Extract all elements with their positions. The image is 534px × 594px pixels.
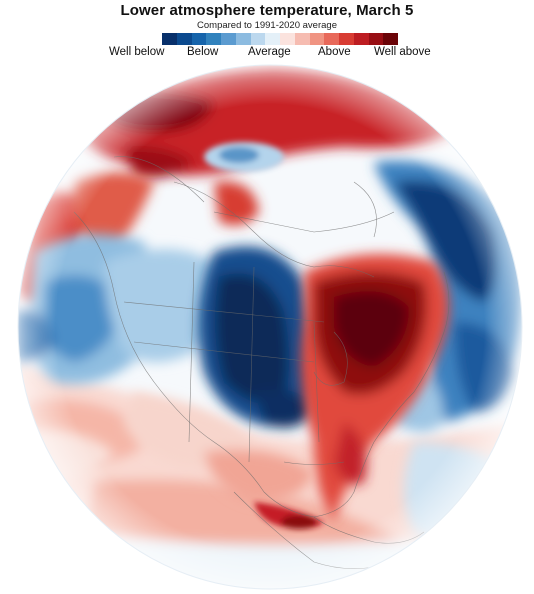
scale-swatch-6 [250, 33, 266, 45]
scale-swatch-4 [221, 33, 236, 45]
scale-label-below: Below [187, 46, 219, 58]
scale-label-above: Above [318, 46, 351, 58]
scale-label-average: Average [248, 46, 291, 58]
scale-swatch-9 [294, 33, 310, 45]
color-scale-labels: Well below Below Average Above Well abov… [0, 46, 534, 60]
scale-swatch-10 [309, 33, 325, 45]
scale-swatch-2 [191, 33, 207, 45]
scale-label-well-above: Well above [374, 46, 431, 58]
scale-swatch-5 [235, 33, 251, 45]
scale-swatch-13 [353, 33, 369, 45]
scale-swatch-1 [176, 33, 192, 45]
scale-swatch-14 [368, 33, 384, 45]
scale-swatch-11 [324, 33, 339, 45]
scale-swatch-12 [339, 33, 354, 45]
scale-label-well-below: Well below [109, 46, 165, 58]
scale-swatch-0 [162, 33, 177, 45]
globe-surface [18, 65, 522, 589]
scale-swatch-8 [280, 33, 295, 45]
color-scale-bar [162, 33, 398, 45]
globe-anomaly-map [17, 64, 523, 590]
scale-swatch-15 [383, 33, 398, 45]
scale-swatch-7 [265, 33, 280, 45]
scale-swatch-3 [206, 33, 221, 45]
map-title: Lower atmosphere temperature, March 5 [120, 2, 414, 19]
map-subtitle: Compared to 1991-2020 average [197, 20, 337, 31]
